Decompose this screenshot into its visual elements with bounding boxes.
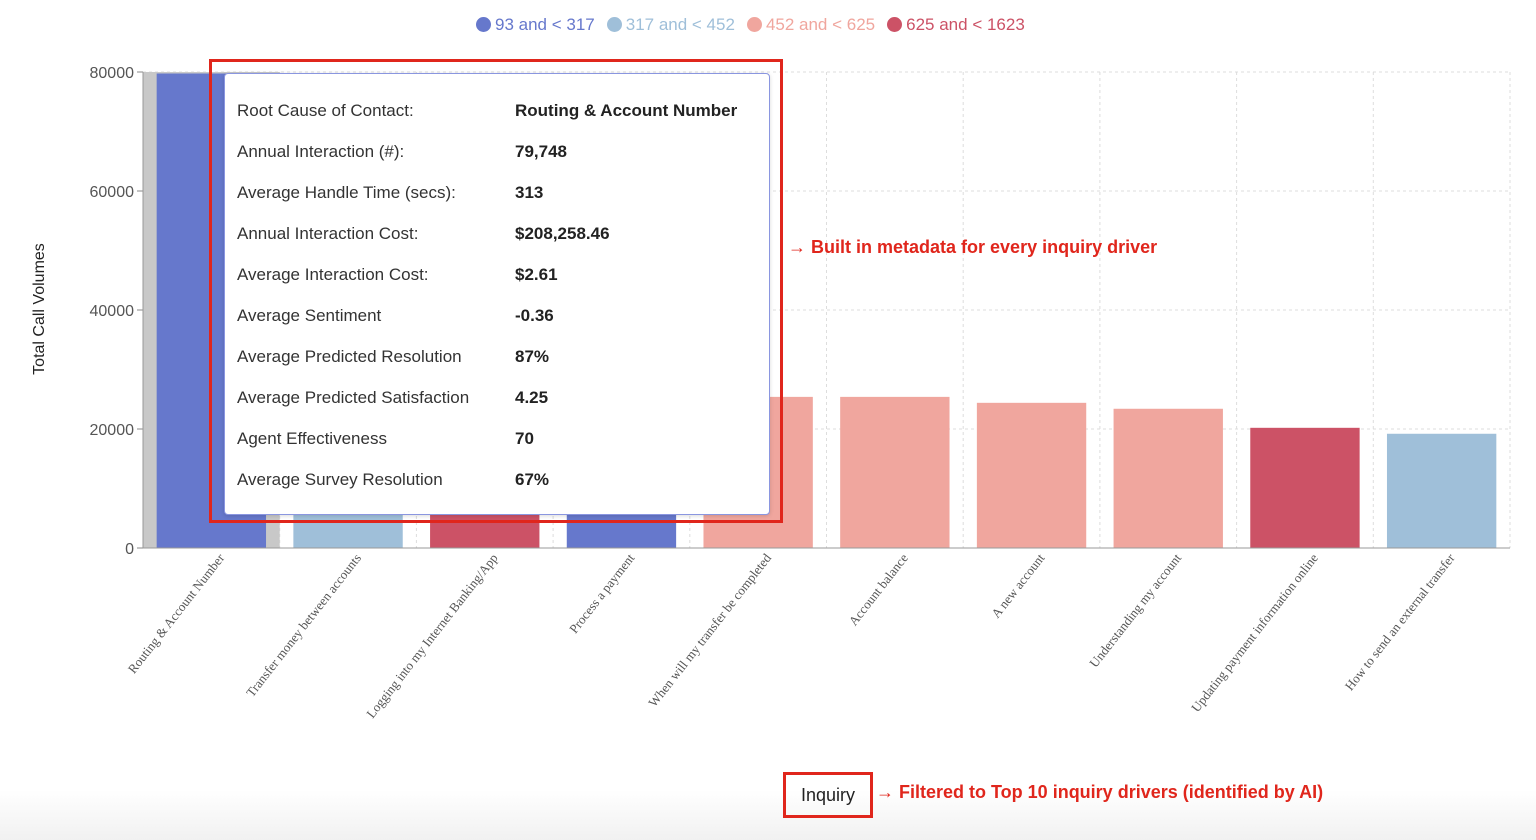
tooltip-row: Average Handle Time (secs): 313 — [237, 183, 543, 203]
tooltip-key: Average Handle Time (secs): — [237, 183, 456, 202]
tooltip-key: Annual Interaction Cost: — [237, 224, 419, 243]
bar[interactable] — [976, 402, 1087, 548]
arrow-right-icon: → — [788, 237, 812, 257]
y-axis-label: Total Call Volumes — [31, 243, 48, 375]
tooltip-row: Average Interaction Cost: $2.61 — [237, 265, 558, 285]
tooltip-key: Agent Effectiveness — [237, 429, 387, 448]
legend-item[interactable]: 452 and < 625 — [746, 15, 875, 35]
tooltip-row: Average Predicted Satisfaction 4.25 — [237, 388, 548, 408]
legend-item[interactable]: 93 and < 317 — [476, 15, 595, 35]
background — [0, 790, 1536, 840]
legend-dot-icon — [606, 17, 622, 32]
legend-dot-icon — [887, 17, 903, 32]
y-tick-label: 0 — [125, 541, 134, 558]
arrow-right-icon: → — [876, 782, 900, 802]
tooltip-value: $208,258.46 — [515, 224, 610, 243]
x-tick-label: Routing & Account Number — [125, 550, 228, 676]
tooltip-key: Average Predicted Satisfaction — [237, 388, 470, 407]
legend-item[interactable]: 625 and < 1623 — [887, 15, 1025, 35]
bar[interactable] — [1386, 433, 1497, 548]
y-tick-label: 60000 — [90, 184, 135, 201]
x-tick-label: A new account — [988, 550, 1048, 620]
x-tick-label: Understanding my account — [1086, 550, 1184, 670]
legend-dot-icon — [746, 17, 762, 32]
bar[interactable] — [1250, 427, 1360, 548]
x-tick-label: Updating payment information online — [1188, 550, 1321, 714]
metadata-annotation: → Built in metadata for every inquiry dr… — [788, 237, 1158, 257]
tooltip-row: Annual Interaction (#): 79,748 — [237, 142, 567, 162]
tooltip-key: Root Cause of Contact: — [237, 101, 414, 120]
tooltip-value: 87% — [515, 347, 550, 366]
tooltip-row: Agent Effectiveness 70 — [237, 429, 534, 449]
tooltip-value: Routing & Account Number — [515, 101, 738, 120]
tooltip-key: Average Sentiment — [237, 306, 382, 325]
tooltip-row: Annual Interaction Cost: $208,258.46 — [237, 224, 610, 244]
x-tick-label: When will my transfer be completed — [645, 550, 774, 710]
tooltip-key: Average Interaction Cost: — [237, 265, 429, 284]
tooltip-value: 313 — [515, 183, 544, 202]
x-tick-label: Account balance — [846, 550, 912, 628]
legend-dot-icon — [476, 17, 491, 32]
filter-annotation: → Filtered to Top 10 inquiry drivers (id… — [876, 782, 1324, 802]
legend: 93 and < 317 317 and < 452 452 and < 625 62… — [476, 15, 1025, 35]
tooltip-row: Average Predicted Resolution 87% — [237, 347, 549, 367]
tooltip-value: 67% — [515, 470, 550, 489]
tooltip-value: 70 — [515, 429, 534, 448]
tooltip-row: Average Sentiment -0.36 — [237, 306, 554, 326]
x-tick-label: Process a payment — [566, 550, 638, 636]
y-tick-label: 80000 — [90, 65, 135, 82]
x-tick-label: Transfer money between accounts — [243, 551, 364, 700]
y-tick-label: 40000 — [90, 303, 135, 320]
tooltip-row: Root Cause of Contact: Routing & Account … — [237, 101, 737, 121]
tooltip-value: $2.61 — [515, 265, 558, 284]
x-axis-label[interactable]: Inquiry — [783, 772, 873, 818]
x-tick-label: How to send an external transfer — [1342, 550, 1458, 693]
tooltip-key: Annual Interaction (#): — [237, 142, 405, 161]
bar[interactable] — [840, 396, 950, 548]
y-tick-label: 20000 — [90, 422, 135, 439]
highlight-box — [209, 59, 783, 523]
tooltip-value: -0.36 — [515, 306, 554, 325]
tooltip-row: Average Survey Resolution 67% — [237, 470, 549, 490]
tooltip-value: 79,748 — [515, 142, 567, 161]
tooltip-key: Average Predicted Resolution — [237, 347, 462, 366]
bar[interactable] — [1113, 408, 1223, 548]
legend-item[interactable]: 317 and < 452 — [606, 15, 735, 35]
x-tick-label: Logging into my Internet Banking/App — [363, 551, 501, 721]
tooltip-value: 4.25 — [515, 388, 549, 407]
tooltip-key: Average Survey Resolution — [237, 470, 443, 489]
tooltip: Root Cause of Contact: Routing & Account … — [224, 73, 770, 515]
